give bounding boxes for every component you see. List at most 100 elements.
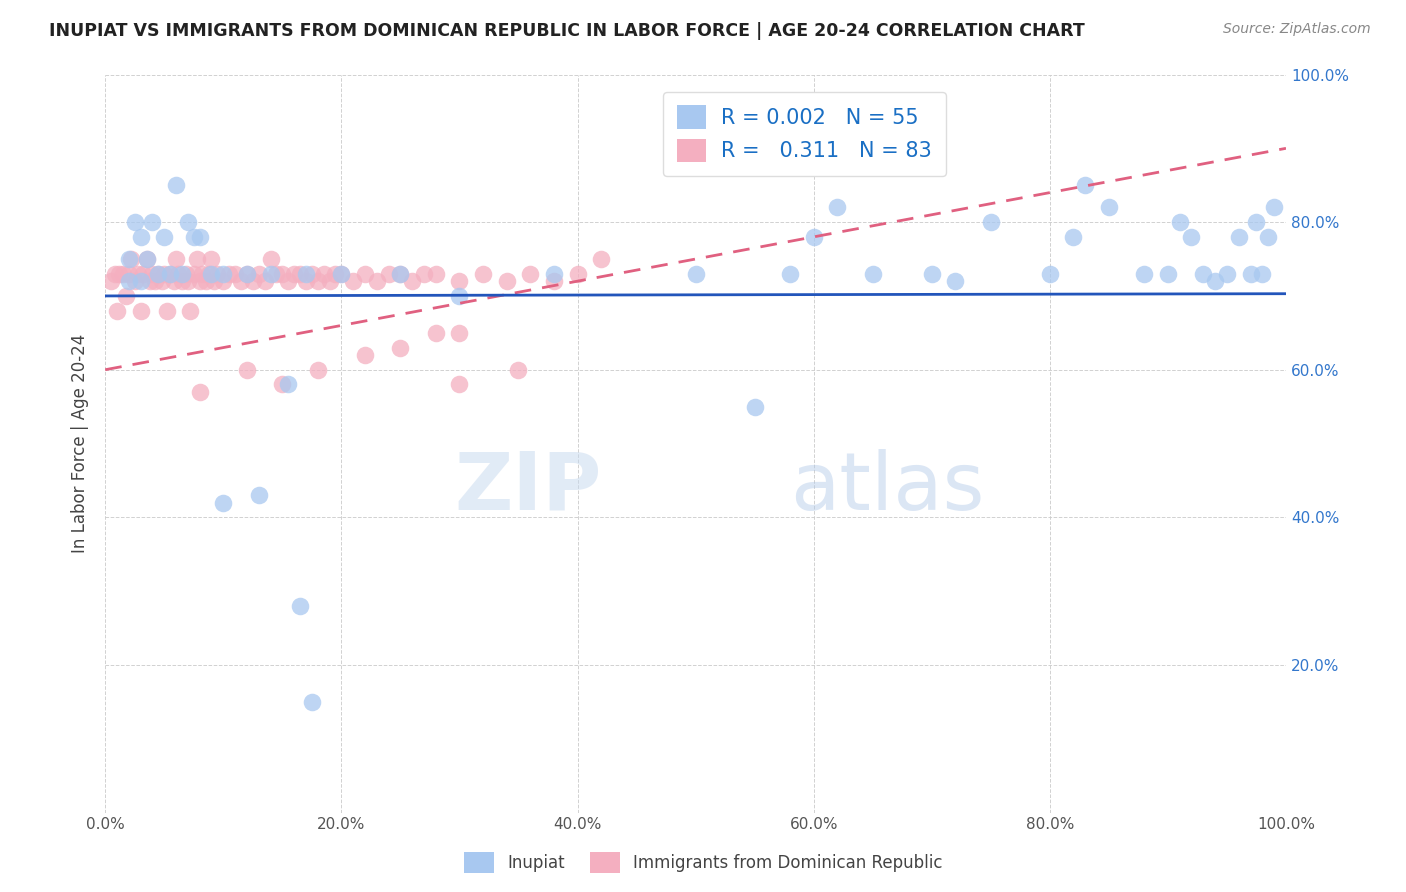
Point xyxy=(153,230,176,244)
Point xyxy=(236,267,259,281)
Point xyxy=(118,267,141,281)
Point xyxy=(186,252,208,266)
Point xyxy=(188,230,211,244)
Point xyxy=(183,267,205,281)
Text: INUPIAT VS IMMIGRANTS FROM DOMINICAN REPUBLIC IN LABOR FORCE | AGE 20-24 CORRELA: INUPIAT VS IMMIGRANTS FROM DOMINICAN REP… xyxy=(49,22,1085,40)
Point xyxy=(1227,230,1250,244)
Point xyxy=(212,267,235,281)
Point xyxy=(143,274,166,288)
Point xyxy=(127,267,149,281)
Point xyxy=(543,274,565,288)
Point xyxy=(156,303,179,318)
Point xyxy=(803,230,825,244)
Point xyxy=(141,215,163,229)
Point xyxy=(202,274,225,288)
Point xyxy=(271,267,294,281)
Legend: Inupiat, Immigrants from Dominican Republic: Inupiat, Immigrants from Dominican Repub… xyxy=(457,846,949,880)
Point xyxy=(236,267,259,281)
Point xyxy=(307,274,329,288)
Point xyxy=(779,267,801,281)
Point xyxy=(318,274,340,288)
Point xyxy=(1062,230,1084,244)
Point xyxy=(301,267,323,281)
Point xyxy=(567,267,589,281)
Point xyxy=(389,267,412,281)
Point xyxy=(472,267,495,281)
Point xyxy=(449,377,471,392)
Point xyxy=(165,252,187,266)
Point xyxy=(1133,267,1156,281)
Point xyxy=(266,267,288,281)
Point xyxy=(118,252,141,266)
Point xyxy=(188,384,211,399)
Point xyxy=(200,252,222,266)
Point xyxy=(277,274,299,288)
Point xyxy=(295,267,318,281)
Point xyxy=(177,215,200,229)
Point xyxy=(132,267,155,281)
Point xyxy=(283,267,305,281)
Point xyxy=(425,326,447,340)
Point xyxy=(159,267,181,281)
Point xyxy=(508,362,530,376)
Point xyxy=(236,362,259,376)
Point xyxy=(330,267,353,281)
Point xyxy=(167,267,190,281)
Point xyxy=(194,274,217,288)
Point xyxy=(1074,178,1097,193)
Point xyxy=(1263,200,1285,214)
Point xyxy=(135,252,157,266)
Point xyxy=(980,215,1002,229)
Point xyxy=(212,495,235,509)
Point xyxy=(129,274,152,288)
Point xyxy=(141,267,163,281)
Point xyxy=(1204,274,1226,288)
Point xyxy=(1039,267,1062,281)
Point xyxy=(183,230,205,244)
Point xyxy=(1168,215,1191,229)
Point xyxy=(200,267,222,281)
Point xyxy=(179,303,201,318)
Point xyxy=(312,267,335,281)
Point xyxy=(862,267,884,281)
Point xyxy=(124,274,146,288)
Y-axis label: In Labor Force | Age 20-24: In Labor Force | Age 20-24 xyxy=(72,334,89,553)
Point xyxy=(295,274,318,288)
Point xyxy=(129,303,152,318)
Text: atlas: atlas xyxy=(790,449,984,527)
Point xyxy=(153,267,176,281)
Point xyxy=(118,274,141,288)
Point xyxy=(150,274,173,288)
Point xyxy=(1216,267,1239,281)
Point xyxy=(389,267,412,281)
Point xyxy=(301,695,323,709)
Point xyxy=(174,267,197,281)
Point xyxy=(354,348,377,362)
Point xyxy=(288,267,311,281)
Point xyxy=(159,267,181,281)
Point xyxy=(212,274,235,288)
Point xyxy=(413,267,436,281)
Point xyxy=(519,267,541,281)
Point xyxy=(827,200,849,214)
Point xyxy=(148,267,170,281)
Point xyxy=(218,267,240,281)
Point xyxy=(247,267,270,281)
Point xyxy=(124,215,146,229)
Point xyxy=(177,274,200,288)
Point xyxy=(685,267,707,281)
Point xyxy=(591,252,613,266)
Point xyxy=(377,267,399,281)
Point xyxy=(198,267,221,281)
Point xyxy=(271,377,294,392)
Point xyxy=(342,274,364,288)
Point xyxy=(1239,267,1261,281)
Point xyxy=(389,341,412,355)
Point xyxy=(115,289,138,303)
Point xyxy=(188,274,211,288)
Point xyxy=(744,400,766,414)
Point xyxy=(495,274,517,288)
Point xyxy=(242,274,264,288)
Point xyxy=(165,178,187,193)
Point xyxy=(170,267,193,281)
